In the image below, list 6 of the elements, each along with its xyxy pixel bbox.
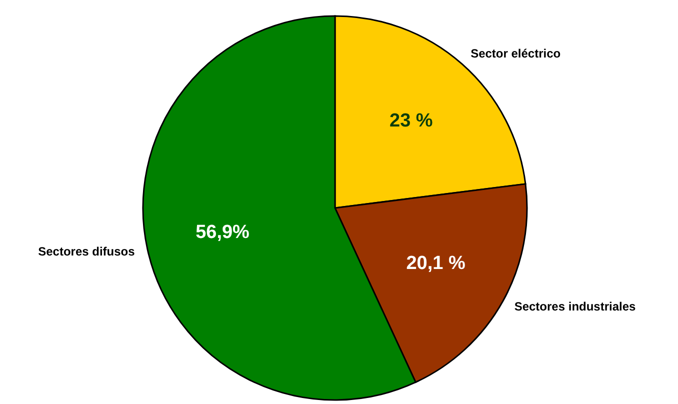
- data-label: 56,9%: [196, 222, 250, 243]
- slice-label: Sectores industriales: [514, 299, 636, 314]
- data-label: 23 %: [390, 110, 433, 132]
- slice-label: Sector eléctrico: [470, 46, 561, 60]
- data-label: 20,1 %: [406, 252, 466, 274]
- slice-label: Sectores difusos: [38, 244, 136, 258]
